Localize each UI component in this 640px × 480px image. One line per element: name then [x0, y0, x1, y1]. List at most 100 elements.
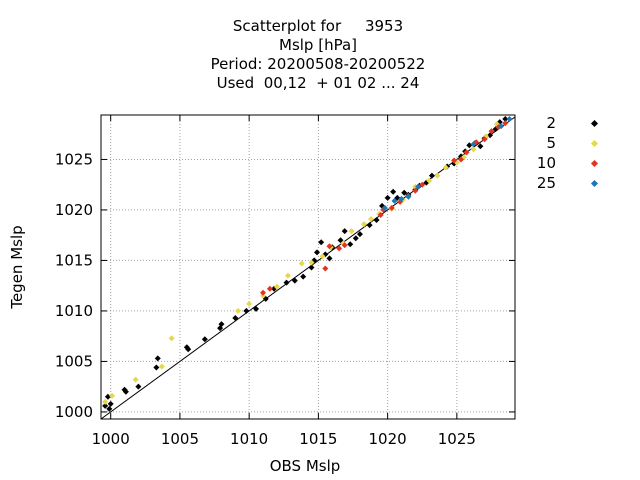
- data-point-series-10: [458, 156, 464, 163]
- data-point-series-5: [434, 172, 441, 179]
- data-point-series-5: [361, 221, 368, 228]
- x-tick-label: 1015: [299, 430, 337, 448]
- data-point-series-10: [388, 204, 395, 211]
- data-point-series-5: [273, 283, 280, 290]
- data-point-series-2: [373, 217, 380, 224]
- data-point-series-5: [319, 253, 326, 260]
- data-point-series-2: [253, 305, 260, 312]
- data-point-series-2: [401, 189, 408, 196]
- data-point-series-2: [347, 241, 354, 248]
- y-tick-label: 1015: [55, 251, 93, 269]
- data-point-series-2: [492, 126, 499, 133]
- axes: [100, 114, 516, 420]
- title-line: Used 00,12 + 01 02 ... 24: [216, 74, 420, 92]
- x-tick-label: 1005: [161, 430, 199, 448]
- y-tick-label: 1010: [55, 302, 93, 320]
- data-point-series-2: [384, 194, 391, 201]
- data-point-series-10: [451, 157, 458, 164]
- data-point-series-2: [341, 228, 348, 235]
- x-tick-label: 1010: [230, 430, 268, 448]
- data-point-series-2: [502, 116, 509, 123]
- data-point-series-2: [314, 249, 320, 256]
- title-line: Scatterplot for 3953: [232, 17, 404, 35]
- data-point-series-10: [419, 181, 426, 188]
- legend-label-10: 10: [536, 154, 556, 172]
- data-point-series-10: [326, 243, 333, 250]
- x-axis-label: OBS Mslp: [270, 457, 341, 475]
- data-point-series-10: [341, 242, 348, 249]
- data-point-series-2: [122, 388, 129, 395]
- data-point-series-2: [326, 255, 333, 262]
- legend-label-2: 2: [546, 114, 556, 132]
- data-point-series-10: [322, 265, 329, 272]
- data-point-series-2: [366, 222, 373, 229]
- data-point-series-25: [381, 204, 388, 211]
- data-point-series-10: [336, 245, 343, 252]
- data-point-series-2: [352, 235, 359, 242]
- title-line: Period: 20200508-20200522: [210, 55, 426, 73]
- data-point-series-2: [390, 188, 397, 195]
- data-point-series-2: [153, 364, 160, 371]
- data-point-series-5: [470, 146, 477, 153]
- data-point-series-5: [132, 376, 139, 383]
- x-tick-label: 1020: [369, 430, 407, 448]
- data-point-series-25: [391, 197, 398, 204]
- data-point-series-2: [135, 383, 142, 390]
- data-point-series-2: [154, 355, 161, 362]
- data-point-series-2: [466, 142, 473, 149]
- data-point-series-2: [104, 393, 111, 400]
- y-axis-label: Tegen Mslp: [8, 225, 26, 309]
- data-point-series-5: [158, 363, 165, 370]
- data-point-series-25: [398, 195, 405, 202]
- data-point-series-2: [201, 336, 208, 343]
- data-point-series-25: [506, 116, 513, 123]
- y-tick-label: 1005: [55, 352, 93, 370]
- data-point-series-2: [185, 346, 192, 353]
- data-point-series-2: [232, 315, 239, 322]
- data-point-series-5: [368, 216, 374, 223]
- data-point-series-10: [377, 211, 384, 218]
- legend-label-5: 5: [546, 134, 556, 152]
- data-point-series-2: [322, 251, 329, 258]
- data-point-series-2: [308, 264, 315, 271]
- data-point-series-2: [477, 143, 484, 150]
- data-point-series-2: [218, 321, 225, 328]
- data-point-series-25: [498, 123, 505, 130]
- data-point-series-2: [428, 172, 435, 179]
- data-point-series-10: [260, 289, 266, 296]
- data-point-series-5: [246, 300, 253, 307]
- data-point-series-25: [470, 141, 477, 148]
- data-point-series-2: [318, 239, 325, 246]
- data-point-series-5: [308, 259, 315, 266]
- data-point-series-2: [356, 231, 363, 238]
- data-point-series-5: [260, 292, 266, 299]
- data-point-series-5: [235, 307, 242, 314]
- legend-label-25: 25: [536, 174, 556, 192]
- data-point-series-2: [283, 279, 290, 286]
- data-point-series-2: [291, 277, 298, 284]
- data-point-series-5: [168, 335, 175, 342]
- data-point-series-5: [348, 228, 355, 235]
- data-point-series-5: [298, 260, 305, 267]
- x-tick-label: 1000: [92, 430, 130, 448]
- grid-lines: [101, 115, 515, 419]
- data-point-series-10: [488, 128, 495, 135]
- data-point-series-2: [300, 273, 307, 280]
- data-point-series-2: [102, 402, 109, 409]
- data-points: [102, 116, 513, 412]
- data-point-series-10: [502, 120, 509, 127]
- x-tick-label: 1025: [438, 430, 476, 448]
- data-point-series-10: [266, 285, 273, 292]
- data-point-series-25: [415, 183, 422, 190]
- data-point-series-5: [284, 272, 291, 279]
- data-point-series-2: [243, 307, 250, 314]
- y-tick-label: 1000: [55, 403, 93, 421]
- data-point-series-10: [412, 187, 419, 194]
- data-point-series-5: [442, 164, 449, 171]
- data-point-series-10: [463, 149, 470, 156]
- ticks: 1000 1005 1010 1015 1020 1025 1000 1005 1010 1015…: [55, 115, 515, 448]
- data-point-series-10: [481, 136, 488, 143]
- y-tick-label: 1025: [55, 150, 93, 168]
- data-point-series-5: [426, 177, 433, 184]
